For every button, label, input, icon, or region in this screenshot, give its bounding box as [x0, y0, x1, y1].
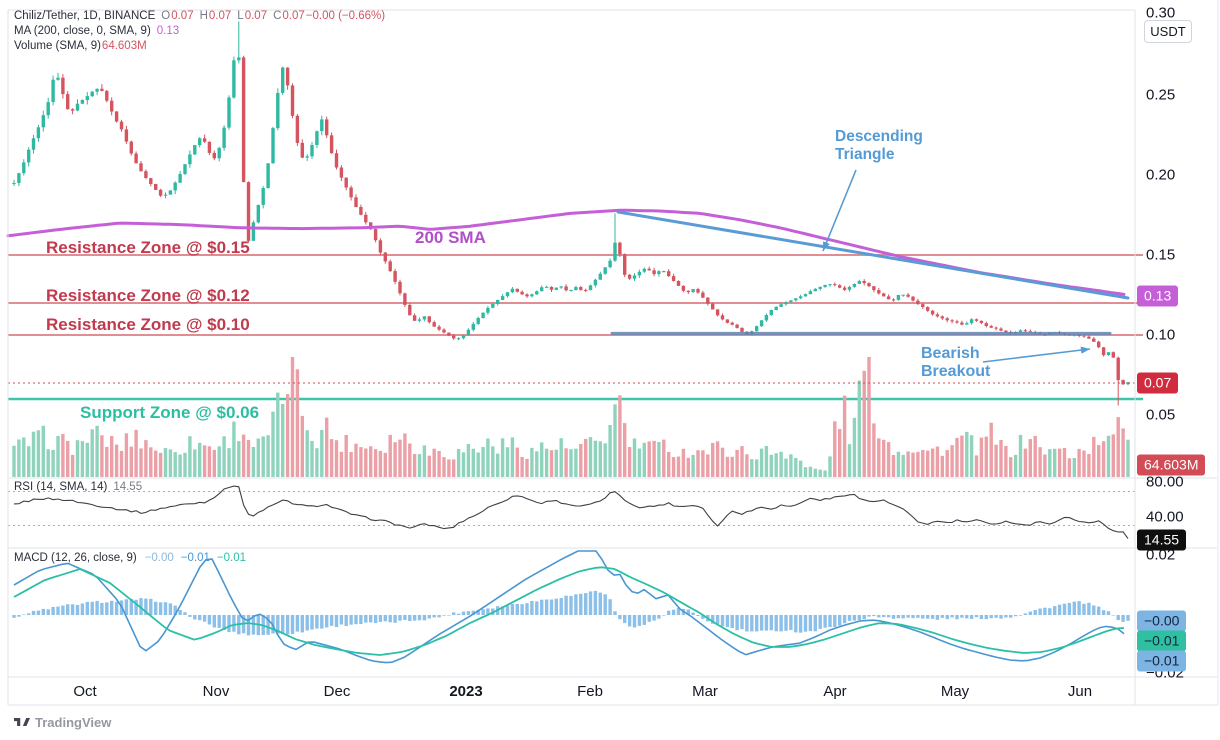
tradingview-attribution[interactable]: TradingView [14, 715, 111, 730]
legend-rsi-pane: RSI (14, SMA, 14) 14.55 [14, 480, 142, 495]
zone-label[interactable]: Support Zone @ $0.06 [80, 403, 260, 422]
price-axis-label: 0.25 [1146, 86, 1176, 104]
zone-label[interactable]: Resistance Zone @ $0.12 [46, 286, 250, 305]
rsi-pane [8, 485, 1135, 539]
legend-volume-row: Volume (SMA, 9)64.603M [14, 39, 385, 54]
ma-indicator-title[interactable]: MA (200, close, 0, SMA, 9) [14, 25, 151, 37]
price-axis-label: 0.30 [1146, 4, 1176, 22]
volume-bars [12, 357, 1130, 477]
volume-value: 64.603M [101, 40, 147, 52]
time-axis-label: Oct [73, 683, 97, 700]
change-value: −0.00 (−0.66%) [305, 10, 386, 22]
annotation-text-line: Triangle [835, 145, 895, 163]
legend-symbol-row: Chiliz/Tether, 1D, BINANCE O0.07 H0.07 L0.0… [14, 9, 385, 24]
zone-label[interactable]: Resistance Zone @ $0.10 [46, 315, 250, 334]
macd-signal-line [13, 566, 1125, 656]
annotation-text-line: Descending [835, 128, 923, 145]
level-lines [8, 254, 1143, 401]
time-axis-label: 2023 [449, 683, 483, 700]
macd-line-value: −0.01 [180, 552, 210, 564]
price-axis-label: 0.15 [1146, 246, 1176, 264]
annotation-descending-triangle[interactable]: Descending Triangle [835, 128, 923, 164]
macd-hist-value: −0.00 [144, 552, 174, 564]
rsi-indicator-title[interactable]: RSI (14, SMA, 14) [14, 481, 108, 493]
time-axis-label: Feb [577, 683, 603, 700]
macd-pane [12, 550, 1130, 664]
time-axis-label: Apr [823, 683, 847, 700]
time-axis-label: May [940, 683, 970, 700]
zone-label[interactable]: 200 SMA [415, 228, 486, 247]
price-badge: −0.01 [1137, 650, 1187, 672]
attribution-text: TradingView [35, 715, 112, 730]
price-axis-label: 0.20 [1146, 166, 1176, 184]
price-badge: −0.01 [1137, 630, 1187, 652]
annotation-bearish-breakout[interactable]: Bearish Breakout [921, 345, 990, 382]
rsi-line [13, 485, 1129, 539]
annotation-arrows[interactable] [822, 169, 1091, 363]
price-axis-label: 0.05 [1146, 406, 1176, 424]
rsi-value: 14.55 [113, 481, 143, 493]
annotation-text-line: Breakout [921, 363, 991, 381]
time-axis-label: Nov [202, 683, 230, 700]
zone-label[interactable]: Resistance Zone @ $0.15 [46, 238, 250, 257]
legend-macd-pane: MACD (12, 26, close, 9) −0.00 −0.01 −0.01 [14, 551, 246, 566]
open-label: O [161, 10, 171, 22]
time-axis-label: Mar [692, 683, 718, 700]
price-axis-label: 80.00 [1146, 473, 1184, 491]
open-value: 0.07 [171, 10, 194, 22]
descending-triangle-drawing [610, 210, 1130, 335]
legend-ma-row: MA (200, close, 0, SMA, 9) 0.13 [14, 24, 385, 39]
low-label: L [237, 10, 244, 22]
price-badge: 0.07 [1137, 372, 1179, 394]
macd-signal-value: −0.01 [216, 552, 247, 564]
candles [12, 21, 1130, 406]
volume-indicator-title[interactable]: Volume (SMA, 9) [14, 40, 101, 52]
price-axis-label: 0.10 [1146, 326, 1176, 344]
macd-line [13, 550, 1125, 664]
close-label: C [273, 10, 282, 22]
time-axis-label: Jun [1067, 683, 1093, 700]
price-badge: 64.603M [1137, 454, 1206, 476]
price-badge: 0.13 [1137, 285, 1179, 307]
high-value: 0.07 [208, 10, 232, 22]
annotation-text-line: Bearish [921, 345, 980, 362]
sma-200-line [6, 208, 1126, 296]
pane-separators [7, 0, 1219, 706]
legend-price-pane: Chiliz/Tether, 1D, BINANCE O0.07 H0.07 L0.0… [14, 9, 385, 54]
close-value: 0.07 [282, 10, 305, 22]
time-axis-label: Dec [323, 683, 351, 700]
price-badge: −0.00 [1137, 610, 1187, 632]
symbol-title[interactable]: Chiliz/Tether, 1D, BINANCE [14, 10, 156, 22]
high-label: H [199, 10, 208, 22]
price-axis-label: 40.00 [1146, 508, 1184, 526]
macd-indicator-title[interactable]: MACD (12, 26, close, 9) [14, 552, 137, 564]
price-badge: 14.55 [1137, 529, 1187, 551]
currency-toggle-button[interactable]: USDT [1144, 20, 1192, 43]
tradingview-logo-icon [14, 718, 30, 727]
low-value: 0.07 [244, 10, 268, 22]
ma-value: 0.13 [156, 25, 180, 37]
price-axis-label: 0.02 [1146, 546, 1176, 564]
